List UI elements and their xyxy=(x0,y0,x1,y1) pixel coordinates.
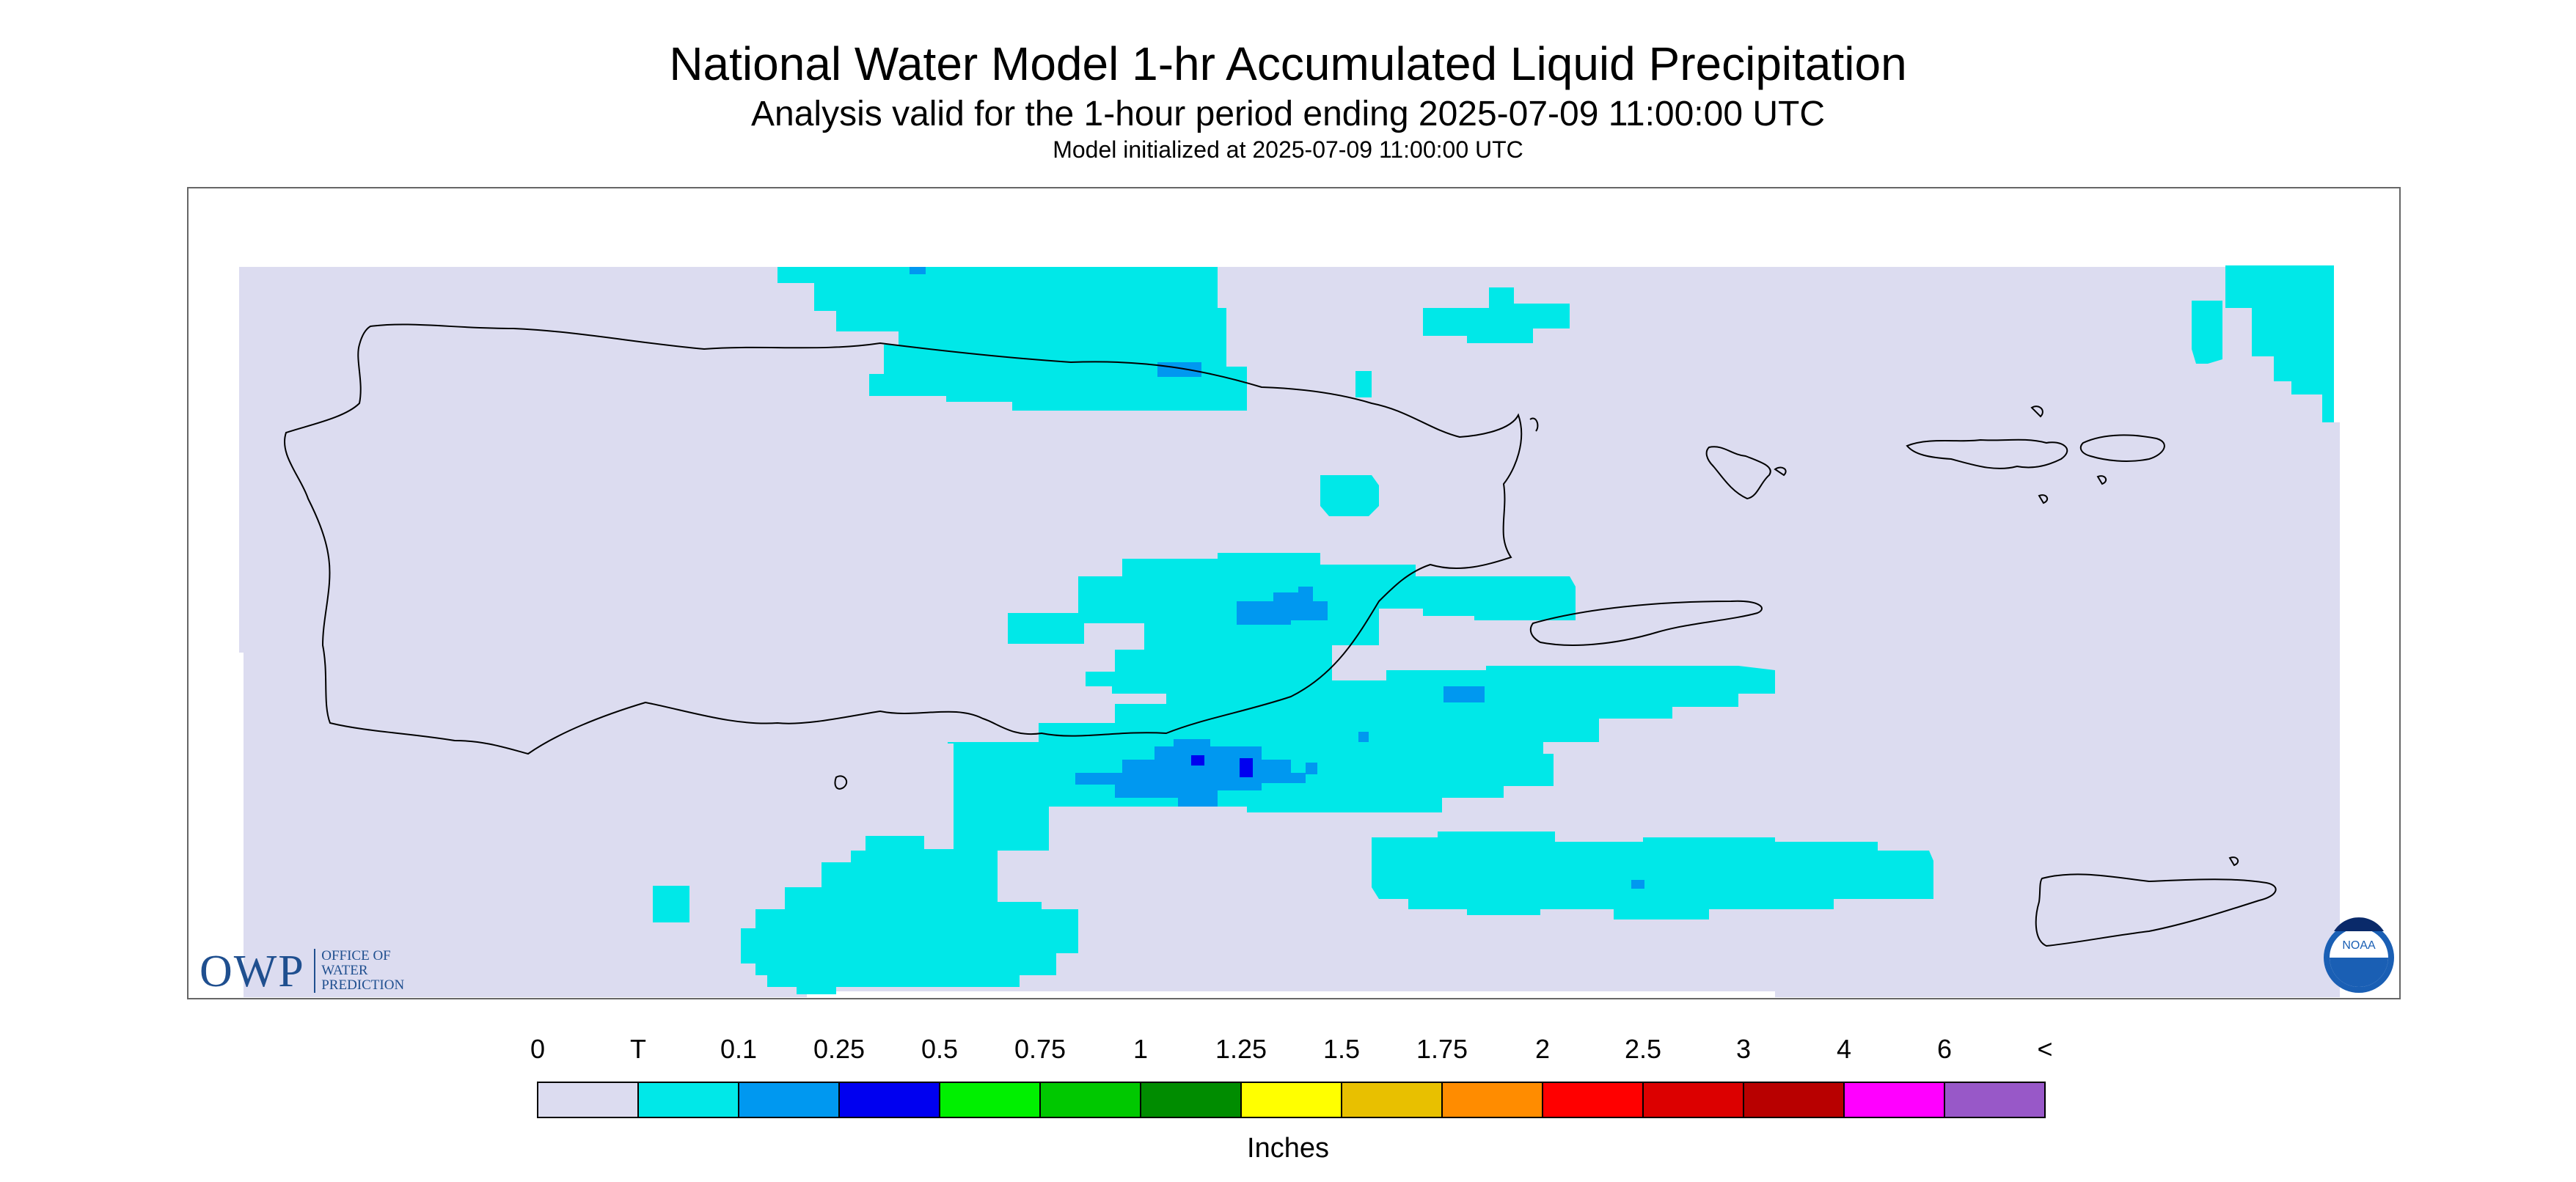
legend-swatch xyxy=(939,1082,1041,1118)
legend-label: T xyxy=(630,1034,646,1064)
puerto-rico-outline xyxy=(284,323,1523,755)
legend-swatch xyxy=(838,1082,940,1118)
legend-label: 6 xyxy=(1936,1034,1953,1064)
legend-label: 0.5 xyxy=(921,1034,959,1064)
legend-label: 2.5 xyxy=(1624,1034,1662,1064)
legend-swatch xyxy=(1341,1082,1443,1118)
noaa-logo-text: NOAA xyxy=(2342,939,2376,952)
culebra-outline xyxy=(1705,446,1771,500)
owp-line-3: PREDICTION xyxy=(321,977,405,993)
legend-label: 1.5 xyxy=(1322,1034,1361,1064)
legend-label: 1.25 xyxy=(1215,1034,1267,1064)
owp-logo-text: OFFICE OF WATER PREDICTION xyxy=(314,949,404,993)
owp-line-1: OFFICE OF xyxy=(321,948,391,963)
st-croix-outline xyxy=(2035,873,2277,947)
legend-label: 0 xyxy=(530,1034,546,1064)
legend-swatch xyxy=(1441,1082,1543,1118)
legend-swatch xyxy=(738,1082,840,1118)
legend-label: 0.1 xyxy=(720,1034,758,1064)
legend-label: 3 xyxy=(1735,1034,1752,1064)
legend-swatch xyxy=(1240,1082,1342,1118)
precip-010 xyxy=(910,267,1644,889)
vieques-outline xyxy=(1529,600,1763,646)
owp-logo: OWP OFFICE OF WATER PREDICTION xyxy=(200,946,404,998)
legend-label: 0.25 xyxy=(813,1034,866,1064)
legend-swatch xyxy=(1743,1082,1845,1118)
legend-label: 0.75 xyxy=(1014,1034,1066,1064)
legend-swatch xyxy=(1944,1082,2046,1118)
legend-label: < xyxy=(2037,1034,2053,1064)
noaa-logo: NOAA xyxy=(2324,917,2394,993)
coastlines xyxy=(284,323,2277,947)
map-subtitle: Analysis valid for the 1-hour period end… xyxy=(751,95,1825,133)
legend-label: 1 xyxy=(1133,1034,1149,1064)
st-john-outline xyxy=(2079,434,2165,462)
legend-label: 2 xyxy=(1534,1034,1551,1064)
legend-label: 4 xyxy=(1836,1034,1852,1064)
model-init-text: Model initialized at 2025-07-09 11:00:00… xyxy=(1053,136,1523,163)
legend-swatch xyxy=(1039,1082,1141,1118)
legend-swatch xyxy=(1843,1082,1945,1118)
st-thomas-outline xyxy=(1906,438,2068,469)
legend-swatch xyxy=(1642,1082,1744,1118)
owp-line-2: WATER xyxy=(321,963,368,978)
legend-swatch xyxy=(1542,1082,1644,1118)
map-title: National Water Model 1-hr Accumulated Li… xyxy=(669,37,1907,90)
legend-label: 1.75 xyxy=(1416,1034,1468,1064)
precip-050 xyxy=(1191,755,1253,777)
legend-swatch xyxy=(637,1082,739,1118)
legend-swatch xyxy=(1140,1082,1242,1118)
owp-logo-mark: OWP xyxy=(200,947,305,996)
legend-colorbar xyxy=(537,1082,2046,1118)
legend-swatch xyxy=(537,1082,639,1118)
legend-units: Inches xyxy=(1247,1133,1329,1164)
